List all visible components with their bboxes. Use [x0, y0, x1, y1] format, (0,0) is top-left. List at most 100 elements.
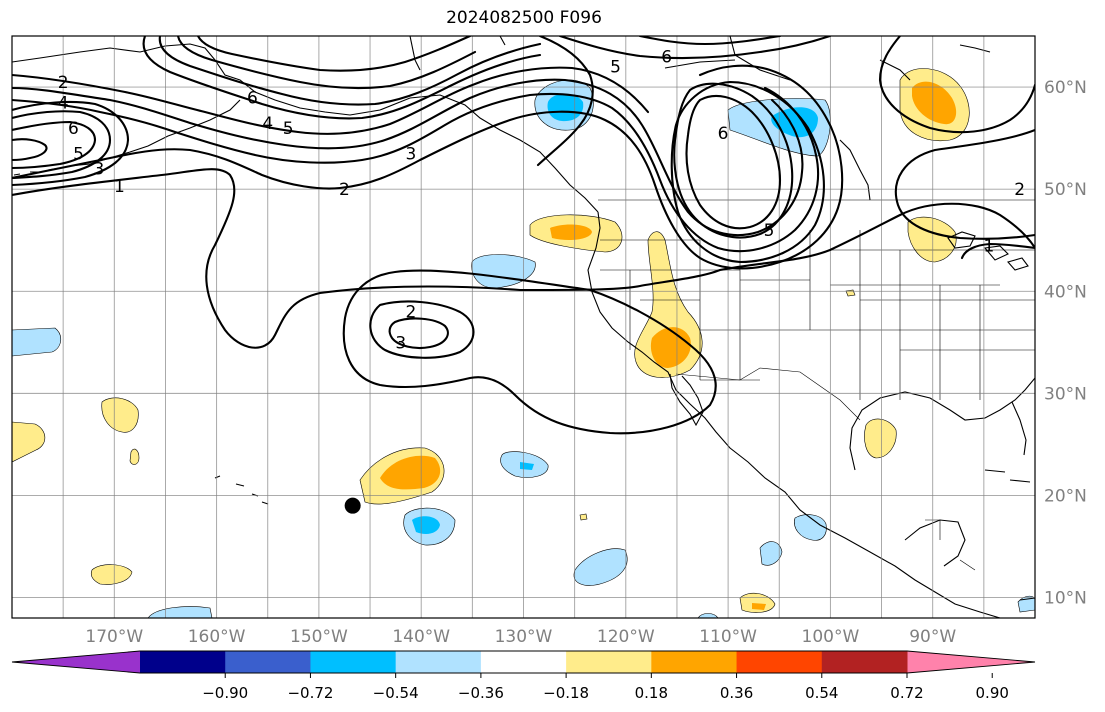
shade-patch-lightblue	[471, 254, 536, 289]
contour-label: 4	[58, 93, 69, 113]
colorbar: −0.90 −0.72 −0.54 −0.36 −0.18 0.18 0.36 0.54 0.7…	[11, 650, 1036, 702]
coastline-alaska	[12, 43, 599, 213]
contour-label: 3	[94, 160, 105, 180]
great-lakes	[947, 231, 1029, 271]
coastline-yucatan	[904, 519, 966, 567]
lon-tick-labels: 170°W 160°W 150°W 140°W 130°W 120°W 110°W 100°W…	[85, 627, 956, 647]
contour-line	[894, 128, 1035, 240]
colorbar-tick-label: −0.72	[287, 684, 333, 702]
contour-label: 5	[764, 221, 775, 241]
contour-line	[12, 138, 48, 162]
contour-line	[12, 110, 112, 180]
contour-line	[12, 64, 844, 270]
contour-line	[558, 36, 832, 60]
contour-label: 6	[718, 124, 729, 144]
lat-tick-label: 20°N	[1044, 486, 1087, 506]
map-frame	[11, 35, 1036, 619]
lat-tick-label: 60°N	[1044, 78, 1087, 98]
contour-line	[369, 300, 475, 359]
contour-line	[12, 66, 650, 135]
hawaii-islands	[214, 475, 269, 505]
shade-patch-yellow	[129, 448, 140, 465]
colorbar-tick-label: −0.18	[543, 684, 589, 702]
map-title: 2024082500 F096	[446, 8, 602, 28]
florida	[1011, 401, 1027, 456]
lat-tick-labels: 60°N 50°N 40°N 30°N 20°N 10°N	[1044, 78, 1087, 609]
colorbar-tick-label: −0.90	[202, 684, 248, 702]
state-lines	[600, 230, 1035, 400]
colorbar-outline	[11, 650, 1036, 674]
contour-label: 3	[395, 333, 406, 353]
contour-label: 6	[661, 47, 672, 67]
contour-label: 1	[114, 177, 125, 197]
gridlines	[12, 36, 1035, 618]
contour-line	[388, 317, 449, 350]
contour-label: 3	[406, 144, 417, 164]
contour-line	[638, 36, 782, 46]
coastline-gulf-mexico	[849, 377, 1035, 471]
state-borders	[598, 199, 1035, 571]
shade-patch-yellow	[864, 418, 897, 459]
contour-label: 2	[1014, 180, 1025, 200]
colorbar-segment	[821, 651, 908, 673]
lon-tick-label: 160°W	[188, 627, 246, 647]
shade-patch-yellow	[12, 421, 46, 463]
colorbar-extend-min	[12, 651, 140, 673]
contour-line	[878, 36, 1035, 134]
mexico-us-border	[675, 367, 861, 421]
contour-line	[685, 95, 782, 230]
shade-patch-lightblue	[794, 514, 827, 541]
contour-line	[176, 36, 477, 90]
coastlines	[12, 36, 1035, 618]
shade-patch-orange	[550, 224, 592, 240]
contour-label: 5	[610, 58, 621, 78]
shade-patch-yellow	[739, 592, 776, 613]
shade-patch-lightblue	[759, 541, 783, 566]
lon-tick-label: 130°W	[495, 627, 553, 647]
contour-line	[158, 36, 542, 106]
colorbar-tick-label: −0.54	[373, 684, 419, 702]
shade-patch-orange	[380, 455, 441, 490]
contour-label: 6	[247, 88, 258, 108]
contour-label: 5	[283, 119, 294, 139]
colorbar-tick-label: −0.36	[458, 684, 504, 702]
contour-line	[536, 36, 594, 167]
colorbar-tick-label: 0.36	[720, 684, 753, 702]
lon-tick-label: 90°W	[909, 627, 956, 647]
canadian-arctic	[409, 36, 791, 81]
colorbar-tick-label: 0.72	[890, 684, 923, 702]
contour-label: 5	[73, 144, 84, 164]
shade-patch-yellow	[90, 564, 133, 585]
colorbar-segment	[736, 651, 823, 673]
coastline-hudson	[839, 44, 991, 201]
contour-line	[12, 78, 804, 237]
contour-line	[12, 86, 820, 253]
lat-tick-label: 10°N	[1044, 589, 1087, 609]
shade-patch-yellow	[579, 513, 588, 521]
contour-line	[960, 242, 1035, 260]
contour-line	[142, 36, 542, 120]
colorbar-segment	[651, 651, 738, 673]
colorbar-segment	[395, 651, 482, 673]
lon-tick-label: 140°W	[392, 627, 450, 647]
contour-line	[673, 82, 794, 239]
colorbar-segment	[225, 651, 311, 673]
shade-patch-lightblue	[573, 548, 628, 586]
shade-patch-orange	[752, 603, 766, 610]
contours	[12, 36, 1035, 435]
caribbean	[984, 469, 1035, 601]
contour-line	[12, 120, 97, 170]
colorbar-segment	[310, 651, 397, 673]
shade-patch-lightblue	[147, 606, 213, 618]
contour-line	[12, 100, 130, 187]
contour-label: 6	[68, 119, 79, 139]
lon-tick-label: 120°W	[597, 627, 655, 647]
contour-line	[196, 36, 472, 72]
contour-label: 2	[339, 180, 350, 200]
storm-position-marker	[344, 497, 361, 514]
colorbar-segment	[140, 651, 226, 673]
contour-line	[670, 80, 825, 264]
shade-patch-blue	[412, 516, 440, 534]
